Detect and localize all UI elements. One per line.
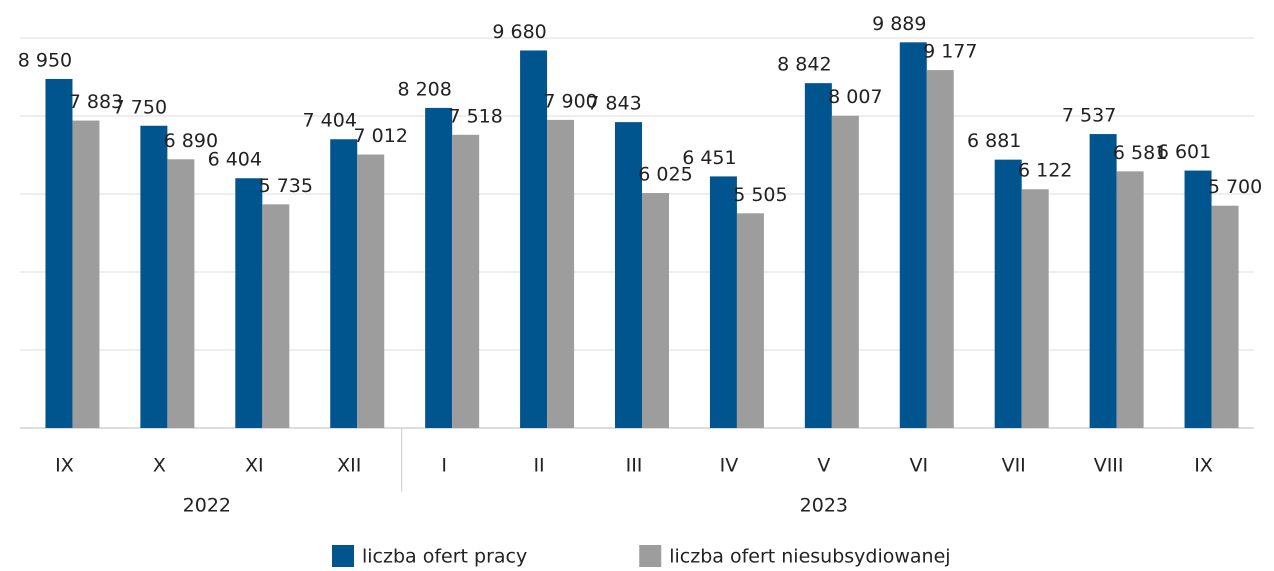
x-tick-label: XI xyxy=(245,455,264,477)
x-tick-label: X xyxy=(153,455,166,477)
data-label: 5 505 xyxy=(733,184,787,206)
bar xyxy=(899,42,927,428)
bar xyxy=(72,120,100,429)
data-label: 6 404 xyxy=(208,149,262,171)
bar xyxy=(167,159,195,429)
bar xyxy=(330,139,358,428)
legend-swatch xyxy=(332,545,354,567)
x-tick-label: I xyxy=(441,455,447,477)
bar xyxy=(140,125,168,428)
bar xyxy=(520,50,548,428)
bar xyxy=(615,122,642,429)
data-label: 6 025 xyxy=(638,164,692,186)
legend-label: liczba ofert pracy xyxy=(362,546,527,568)
x-tick-label: II xyxy=(533,455,544,477)
data-label: 9 177 xyxy=(923,41,977,63)
bar xyxy=(1184,170,1212,428)
x-tick-label: XII xyxy=(337,455,361,477)
data-label: 7 843 xyxy=(587,93,641,115)
data-label: 8 950 xyxy=(18,49,72,71)
x-tick-label: IX xyxy=(55,455,74,477)
x-tick-label: VII xyxy=(1002,455,1026,477)
bar xyxy=(425,107,453,428)
x-tick-label: VI xyxy=(909,455,928,477)
bar xyxy=(1211,205,1239,428)
bar xyxy=(709,176,737,428)
bar xyxy=(45,78,73,428)
data-label: 8 842 xyxy=(777,54,831,76)
x-tick-label: VIII xyxy=(1094,455,1124,477)
legend-swatch xyxy=(639,545,662,567)
data-label: 6 601 xyxy=(1157,141,1211,163)
bar xyxy=(994,159,1022,429)
bar xyxy=(262,204,290,428)
legend-label: liczba ofert niesubsydiowanej xyxy=(669,546,950,568)
x-tick-label: III xyxy=(626,455,643,477)
bar xyxy=(235,178,263,428)
data-label: 9 680 xyxy=(492,21,546,43)
data-label: 6 890 xyxy=(164,130,218,152)
data-label: 5 735 xyxy=(259,175,313,197)
group-label: 2023 xyxy=(800,495,848,517)
data-label: 6 881 xyxy=(967,130,1021,152)
data-label: 7 750 xyxy=(113,96,167,118)
bar xyxy=(357,154,385,429)
data-label: 5 700 xyxy=(1208,176,1262,198)
x-tick-label: IV xyxy=(720,455,739,477)
data-label: 7 900 xyxy=(543,90,597,112)
bar xyxy=(547,119,575,429)
data-label: 7 518 xyxy=(448,105,502,127)
data-label: 6 451 xyxy=(682,147,736,169)
x-tick-label: IX xyxy=(1194,455,1213,477)
bar xyxy=(926,70,954,429)
bar xyxy=(642,193,669,428)
bar xyxy=(1089,134,1117,428)
x-tick-label: V xyxy=(817,455,830,477)
bar xyxy=(831,115,859,429)
bar xyxy=(736,213,764,428)
data-label: 7 404 xyxy=(303,110,357,132)
data-label: 6 122 xyxy=(1018,160,1072,182)
data-label: 9 889 xyxy=(872,13,926,35)
bar xyxy=(804,83,832,429)
bar xyxy=(1116,171,1144,428)
data-label: 7 012 xyxy=(354,125,408,147)
data-label: 8 208 xyxy=(397,78,451,100)
bar xyxy=(452,134,480,428)
data-label: 7 537 xyxy=(1062,105,1116,127)
data-label: 7 883 xyxy=(69,91,123,113)
data-label: 8 007 xyxy=(828,86,882,108)
group-label: 2022 xyxy=(183,495,231,517)
data-label: 6 581 xyxy=(1113,142,1167,164)
bar xyxy=(1021,189,1049,428)
